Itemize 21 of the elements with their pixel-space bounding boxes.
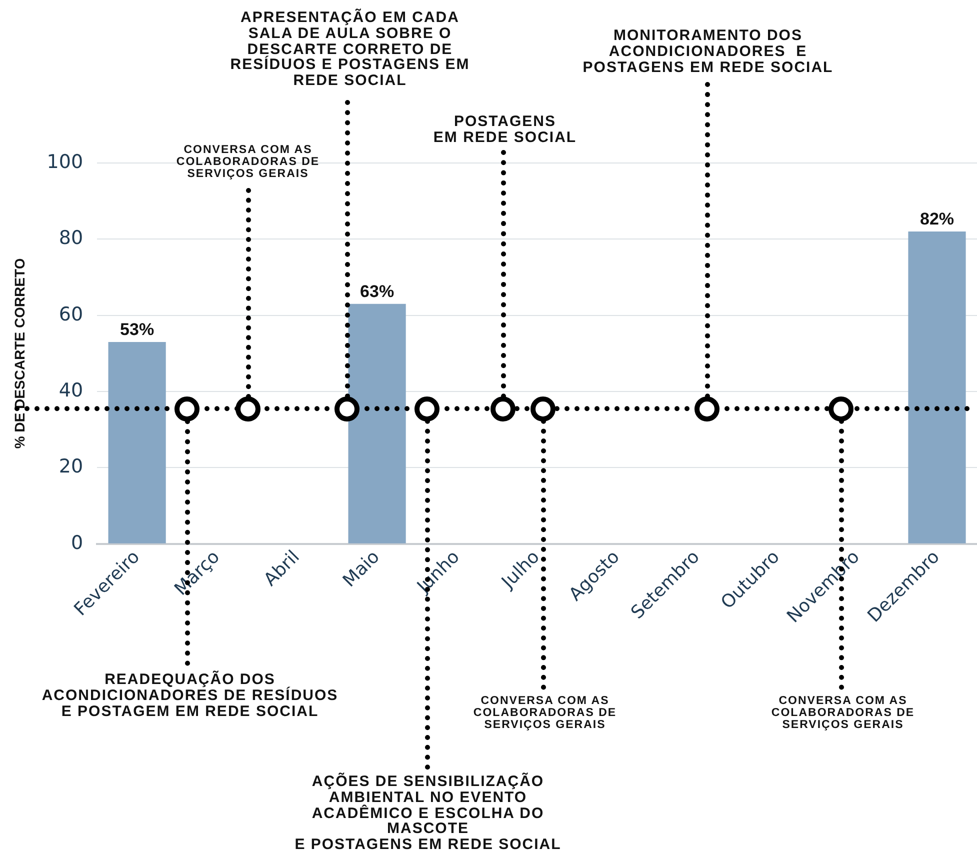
y-tick-label: 60 (58, 303, 84, 326)
y-tick-label: 0 (70, 532, 84, 554)
bar (108, 342, 166, 544)
data-label: 53% (120, 320, 154, 340)
annotation: POSTAGENS EM REDE SOCIAL (433, 113, 577, 146)
y-tick-label: 80 (58, 227, 84, 250)
annotation: CONVERSA COM AS COLABORADORAS DE SERVIÇOS GERAIS (473, 695, 617, 732)
annotation: CONVERSA COM AS COLABORADORAS DE SERVIÇOS GERAIS (176, 144, 320, 180)
y-tick-label: 100 (46, 150, 84, 173)
bar (348, 304, 406, 544)
y-tick-label: 20 (58, 456, 84, 478)
y-axis-title: % DE DESCARTE CORRETO (11, 258, 28, 449)
annotation: APRESENTAÇÃO EM CADA SALA DE AULA SOBRE O DESCARTE CORRETO DE RESÍDUOS E POSTAGENS EM REDE SOCIAL (230, 9, 470, 89)
annotation: AÇÕES DE SENSIBILIZAÇÃO AMBIENTAL NO EVENTO ACADÊMICO E ESCOLHA DO MASCOTE E POSTAGENS EM REDE SOCIAL (294, 773, 562, 853)
annotation: READEQUAÇÃO DOS ACONDICIONADORES DE RESÍDUOS E POSTAGEM EM REDE SOCIAL (42, 671, 338, 720)
data-label: 63% (360, 282, 394, 302)
annotation: MONITORAMENTO DOS ACONDICIONADORES E POSTAGENS EM REDE SOCIAL (582, 27, 834, 76)
annotation: CONVERSA COM AS COLABORADORAS DE SERVIÇOS GERAIS (771, 695, 915, 732)
data-label: 82% (920, 210, 954, 229)
bar (908, 232, 966, 544)
y-tick-label: 40 (58, 379, 84, 402)
